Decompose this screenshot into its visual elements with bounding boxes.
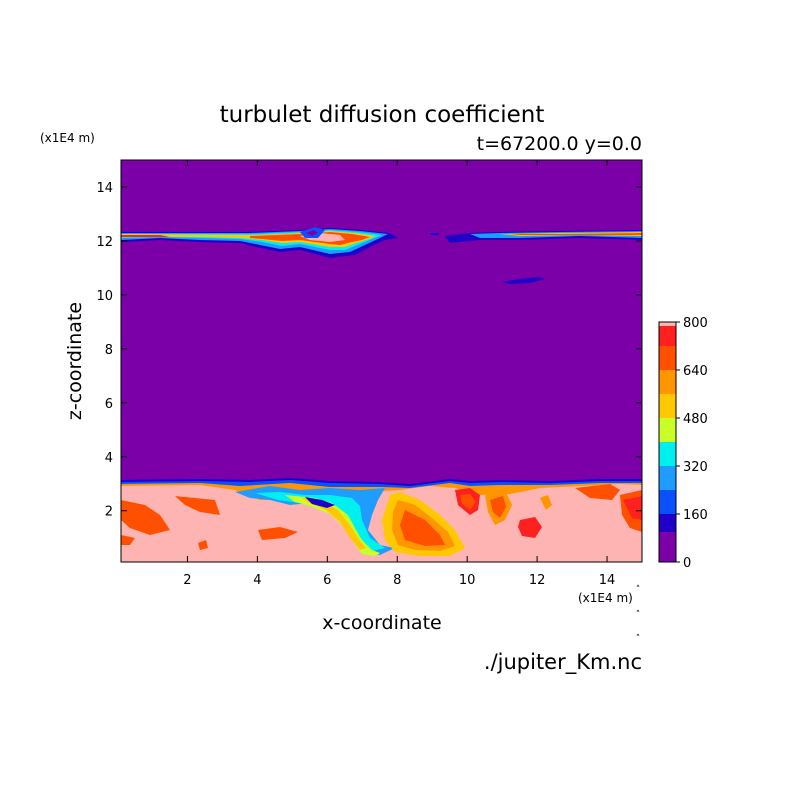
y-unit-label: (x1E4 m) <box>40 131 95 145</box>
colorbar-swatch <box>659 370 676 394</box>
colorbar-swatch <box>659 532 676 562</box>
footer-dot-2: ˄ <box>636 610 641 620</box>
colorbar-tick-label: 0 <box>683 556 691 571</box>
footer-dot-1: ˄ <box>636 585 641 595</box>
colorbar-tick-label: 640 <box>683 364 708 379</box>
x-axis-label: x-coordinate <box>322 612 441 634</box>
y-axis-label: z-coordinate <box>64 302 86 420</box>
lower-layer <box>121 478 642 562</box>
plot-frame <box>120 159 643 563</box>
x-tick-label: 12 <box>529 573 546 588</box>
y-tick-label: 2 <box>105 505 113 520</box>
x-tick-label: 10 <box>459 573 476 588</box>
colorbar-swatch <box>659 514 676 532</box>
colorbar: 0 160 320 480 640 800 <box>658 316 708 571</box>
y-tick-label: 14 <box>96 181 113 196</box>
axis-ticks: 2 4 6 8 10 12 14 2 4 6 8 10 12 14 <box>96 160 642 588</box>
x-unit-label: (x1E4 m) <box>578 591 633 605</box>
plot-area: 2 4 6 8 10 12 14 2 4 6 8 10 12 14 <box>96 159 643 588</box>
chart-subtitle: t=67200.0 y=0.0 <box>477 133 642 155</box>
colorbar-tick-label: 480 <box>683 412 708 427</box>
x-tick-label: 14 <box>599 573 616 588</box>
y-tick-label: 12 <box>96 235 113 250</box>
colorbar-swatch <box>659 442 676 466</box>
colorbar-tick-label: 160 <box>683 508 708 523</box>
x-tick-label: 4 <box>253 573 261 588</box>
chart-title: turbulet diffusion coefficient <box>220 102 545 128</box>
source-filename: ./jupiter_Km.nc <box>484 650 642 675</box>
x-tick-label: 8 <box>393 573 401 588</box>
colorbar-frame <box>658 321 677 563</box>
y-tick-label: 8 <box>105 343 113 358</box>
colorbar-swatch <box>659 346 676 370</box>
x-tick-label: 6 <box>323 573 331 588</box>
colorbar-swatch <box>659 490 676 514</box>
x-tick-label: 2 <box>183 573 191 588</box>
colorbar-swatch <box>659 322 676 346</box>
contour-fields <box>121 227 642 562</box>
colorbar-tick-label: 800 <box>683 316 708 331</box>
colorbar-tick-label: 320 <box>683 460 708 475</box>
colorbar-swatch <box>659 394 676 418</box>
y-tick-label: 4 <box>105 451 113 466</box>
colorbar-swatch <box>659 418 676 442</box>
colorbar-swatch <box>659 322 676 326</box>
y-tick-label: 6 <box>105 397 113 412</box>
colorbar-swatch <box>659 466 676 490</box>
y-tick-label: 10 <box>96 289 113 304</box>
upper-layer <box>121 227 642 284</box>
footer-dot-3: ˄ <box>636 634 641 644</box>
